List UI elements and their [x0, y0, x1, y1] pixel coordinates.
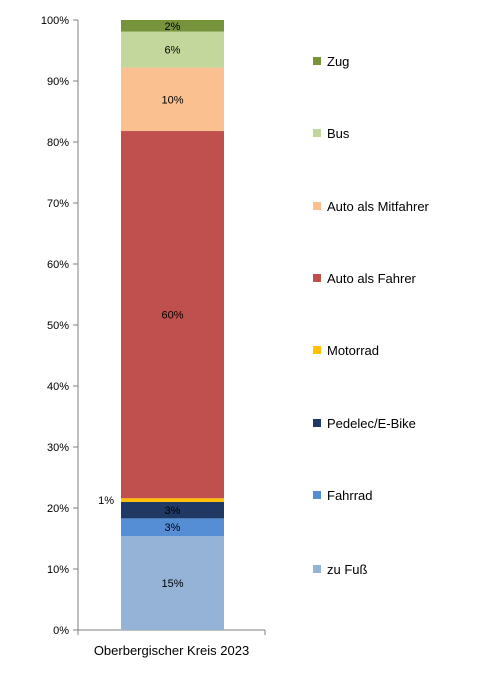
legend-swatch — [313, 346, 321, 354]
y-tick-label: 60% — [47, 259, 69, 271]
bar-segment — [121, 131, 224, 499]
bar-segment — [121, 518, 224, 537]
bar-segment — [121, 536, 224, 630]
legend-swatch — [313, 419, 321, 427]
legend-swatch — [313, 491, 321, 499]
y-tick-label: 20% — [47, 503, 69, 515]
bar-segment — [121, 31, 224, 68]
y-tick-label: 10% — [47, 564, 69, 576]
legend-swatch — [313, 57, 321, 65]
bar-stack — [121, 20, 224, 630]
legend-label: Auto als Mitfahrer — [327, 199, 430, 214]
data-label: 15% — [161, 578, 183, 590]
bar-segment — [121, 501, 224, 519]
data-labels: 15% 3% 3% 1% 60% 10% 6% 2% — [98, 21, 184, 590]
legend-label: Auto als Fahrer — [327, 271, 417, 286]
y-tick-label: 40% — [47, 381, 69, 393]
legend-label: zu Fuß — [327, 562, 368, 577]
legend-swatch — [313, 565, 321, 573]
data-label: 10% — [161, 94, 183, 106]
category-label: Oberbergischer Kreis 2023 — [94, 643, 249, 658]
data-label: 3% — [165, 505, 181, 517]
y-tick-label: 70% — [47, 198, 69, 210]
legend-label: Motorrad — [327, 343, 379, 358]
legend-label: Bus — [327, 126, 350, 141]
legend: Zug Bus Auto als Mitfahrer Auto als Fahrer M… — [313, 54, 430, 577]
bar-segment — [121, 20, 224, 32]
x-axis: Oberbergischer Kreis 2023 — [77, 629, 266, 658]
y-tick-label: 80% — [47, 137, 69, 149]
data-label: 1% — [98, 495, 114, 507]
y-tick-label: 50% — [47, 320, 69, 332]
bar-segment — [121, 498, 224, 502]
legend-label: Fahrrad — [327, 488, 373, 503]
legend-label: Zug — [327, 54, 349, 69]
y-tick-label: 30% — [47, 442, 69, 454]
data-label: 3% — [165, 522, 181, 534]
data-label: 2% — [165, 21, 181, 33]
legend-swatch — [313, 202, 321, 210]
y-axis: 0% 10% 20% 30% 40% 50% 60% 70% 80% 90% 100% — [41, 15, 79, 637]
legend-label: Pedelec/E-Bike — [327, 416, 416, 431]
bar-segment — [121, 67, 224, 132]
legend-swatch — [313, 129, 321, 137]
y-tick-label: 100% — [41, 15, 69, 27]
data-label: 6% — [165, 45, 181, 57]
legend-swatch — [313, 274, 321, 282]
y-tick-label: 0% — [53, 625, 69, 637]
data-label: 60% — [161, 310, 183, 322]
y-tick-label: 90% — [47, 76, 69, 88]
